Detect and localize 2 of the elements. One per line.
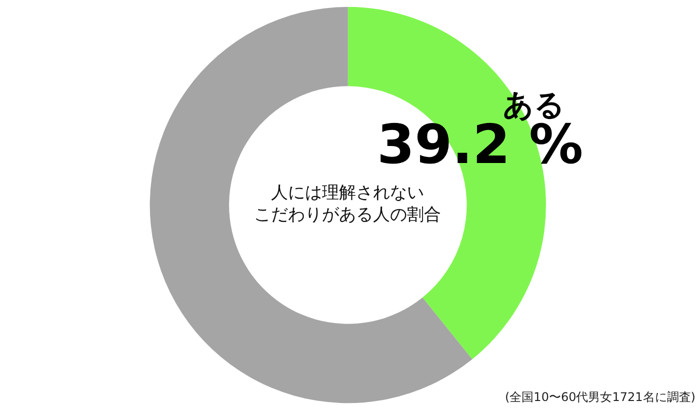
- text: (全国10〜60代男女1721名に調査): [505, 390, 696, 404]
- text: 人には理解されないこだわりがある人の割合: [254, 183, 441, 226]
